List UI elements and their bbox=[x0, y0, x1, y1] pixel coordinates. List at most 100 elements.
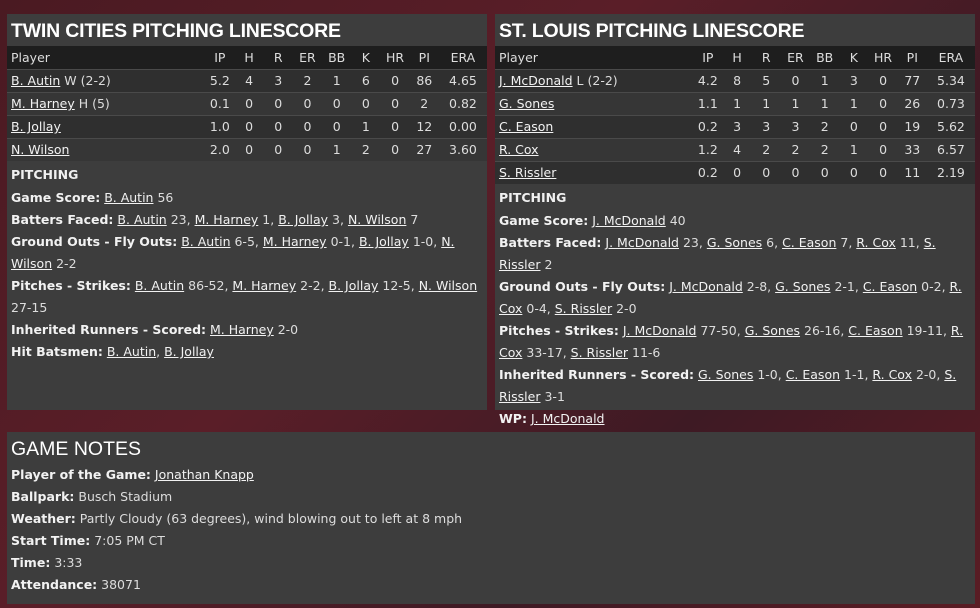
player-link[interactable]: J. McDonald bbox=[622, 323, 697, 338]
stat-h: 0 bbox=[234, 114, 264, 138]
panel-title: TWIN CITIES PITCHING LINESCORE bbox=[11, 20, 341, 42]
player-link[interactable]: C. Eason bbox=[848, 323, 903, 338]
column-header-hr: HR bbox=[868, 46, 898, 69]
player-link[interactable]: M. Harney bbox=[262, 234, 327, 249]
column-header-pi: PI bbox=[897, 46, 927, 69]
player-link[interactable]: G. Sones bbox=[775, 279, 831, 294]
detail-value: 33-17 bbox=[526, 345, 563, 360]
stat-era: 0.00 bbox=[438, 114, 487, 138]
stat-er: 3 bbox=[780, 114, 811, 138]
player-link[interactable]: N. Wilson bbox=[11, 142, 70, 158]
player-link[interactable]: N. Wilson bbox=[418, 278, 478, 293]
player-link[interactable]: B. Jollay bbox=[11, 119, 61, 134]
stat-era: 4.65 bbox=[438, 68, 487, 92]
column-header-era: ERA bbox=[438, 46, 487, 69]
stat-r: 5 bbox=[751, 68, 781, 92]
player-link[interactable]: N. Wilson bbox=[347, 212, 407, 227]
stat-h: 0 bbox=[234, 137, 264, 161]
player-link[interactable]: B. Jollay bbox=[278, 212, 329, 227]
player-link[interactable]: M. Harney bbox=[210, 322, 274, 337]
player-link[interactable]: S. Rissler bbox=[570, 345, 629, 360]
stat-h: 4 bbox=[234, 68, 264, 92]
player-link[interactable]: G. Sones bbox=[744, 323, 801, 338]
player-link[interactable]: B. Autin bbox=[117, 212, 167, 227]
player-link[interactable]: S. Rissler bbox=[499, 165, 557, 181]
player-link[interactable]: N. Wilson bbox=[11, 234, 455, 271]
stat-k: 0 bbox=[351, 91, 381, 115]
player-link[interactable]: R. Cox bbox=[499, 142, 539, 157]
detail-value: 3-1 bbox=[544, 389, 565, 404]
detail-line: Batters Faced: J. McDonald 23, G. Sones … bbox=[499, 235, 936, 272]
detail-value: 2-0 bbox=[277, 322, 299, 337]
player-link[interactable]: B. Autin bbox=[106, 344, 157, 359]
player-link[interactable]: B. Autin bbox=[104, 190, 154, 205]
stat-era: 3.60 bbox=[438, 137, 487, 161]
section-heading: PITCHING bbox=[499, 190, 567, 205]
player-link[interactable]: G. Sones bbox=[706, 235, 763, 250]
player-link[interactable]: G. Sones bbox=[698, 367, 754, 382]
stat-k: 1 bbox=[839, 137, 869, 161]
detail-label: Game Score: bbox=[11, 190, 101, 205]
column-header-r: R bbox=[263, 46, 293, 69]
detail-label: Pitches - Strikes: bbox=[11, 278, 131, 293]
note-label: Start Time: bbox=[11, 533, 91, 548]
player-link[interactable]: S. Rissler bbox=[554, 301, 613, 316]
detail-value: 6-5 bbox=[234, 234, 255, 249]
player-link[interactable]: B. Autin bbox=[181, 234, 231, 249]
detail-label: Ground Outs - Fly Outs: bbox=[11, 234, 178, 249]
detail-value: 77-50 bbox=[700, 323, 737, 338]
column-header-player: Player bbox=[495, 46, 694, 69]
detail-value: 56 bbox=[157, 190, 174, 205]
table-row: B. Jollay 1.0 0 0 0 0 1 0 12 0.00 bbox=[7, 114, 487, 138]
stat-ip: 4.2 bbox=[693, 68, 723, 92]
stat-hr: 0 bbox=[380, 114, 410, 138]
stat-r: 3 bbox=[263, 68, 293, 92]
player-link[interactable]: J. McDonald bbox=[669, 279, 743, 294]
section-heading: PITCHING bbox=[11, 167, 79, 182]
player-link[interactable]: B. Autin bbox=[134, 278, 185, 293]
player-link[interactable]: M. Harney bbox=[232, 278, 297, 293]
note-line: Time: 3:33 bbox=[7, 552, 975, 574]
player-link[interactable]: Jonathan Knapp bbox=[154, 467, 254, 482]
player-link[interactable]: C. Eason bbox=[785, 367, 841, 382]
twin-cities-pitching-panel: TWIN CITIES PITCHING LINESCORE Player IP H R… bbox=[7, 14, 487, 410]
player-link[interactable]: B. Jollay bbox=[358, 234, 409, 249]
note-label: Time: bbox=[11, 555, 51, 570]
stat-h: 3 bbox=[722, 114, 752, 138]
detail-line: Batters Faced: B. Autin 23, M. Harney 1,… bbox=[11, 212, 419, 227]
player-link[interactable]: R. Cox bbox=[856, 235, 896, 250]
player-link[interactable]: B. Jollay bbox=[164, 344, 214, 359]
detail-line: Inherited Runners - Scored: M. Harney 2-… bbox=[7, 319, 487, 341]
player-link[interactable]: R. Cox bbox=[499, 323, 964, 360]
stat-hr: 0 bbox=[868, 91, 898, 115]
player-link[interactable]: S. Rissler bbox=[499, 367, 957, 404]
player-link[interactable]: J. McDonald bbox=[530, 411, 605, 426]
stat-ip: 1.0 bbox=[205, 114, 235, 138]
player-link[interactable]: R. Cox bbox=[872, 367, 912, 382]
player-link[interactable]: R. Cox bbox=[499, 279, 962, 316]
player-link[interactable]: M. Harney bbox=[11, 96, 75, 111]
detail-line: WP: J. McDonald bbox=[495, 408, 975, 430]
player-link[interactable]: J. McDonald bbox=[605, 235, 679, 250]
detail-label: Hit Batsmen: bbox=[11, 344, 103, 359]
player-link[interactable]: J. McDonald bbox=[592, 213, 666, 228]
stat-bb: 0 bbox=[322, 114, 352, 138]
detail-label: WP: bbox=[499, 411, 527, 426]
player-link[interactable]: C. Eason bbox=[499, 119, 554, 134]
detail-value: 2-0 bbox=[616, 301, 637, 316]
stat-ip: 1.2 bbox=[693, 137, 723, 161]
player-link[interactable]: G. Sones bbox=[499, 96, 555, 111]
player-cell: S. Rissler bbox=[495, 160, 694, 184]
player-link[interactable]: B. Autin bbox=[11, 73, 61, 88]
stat-era: 5.62 bbox=[926, 114, 975, 138]
player-link[interactable]: B. Jollay bbox=[328, 278, 379, 293]
player-link[interactable]: J. McDonald bbox=[499, 73, 573, 88]
column-header-pi: PI bbox=[409, 46, 439, 69]
stat-r: 3 bbox=[751, 114, 781, 138]
column-header-player: Player bbox=[7, 46, 206, 69]
stat-r: 0 bbox=[263, 114, 293, 138]
player-link[interactable]: M. Harney bbox=[194, 212, 259, 227]
player-link[interactable]: S. Rissler bbox=[499, 235, 936, 272]
player-link[interactable]: C. Eason bbox=[862, 279, 918, 294]
player-link[interactable]: C. Eason bbox=[782, 235, 837, 250]
